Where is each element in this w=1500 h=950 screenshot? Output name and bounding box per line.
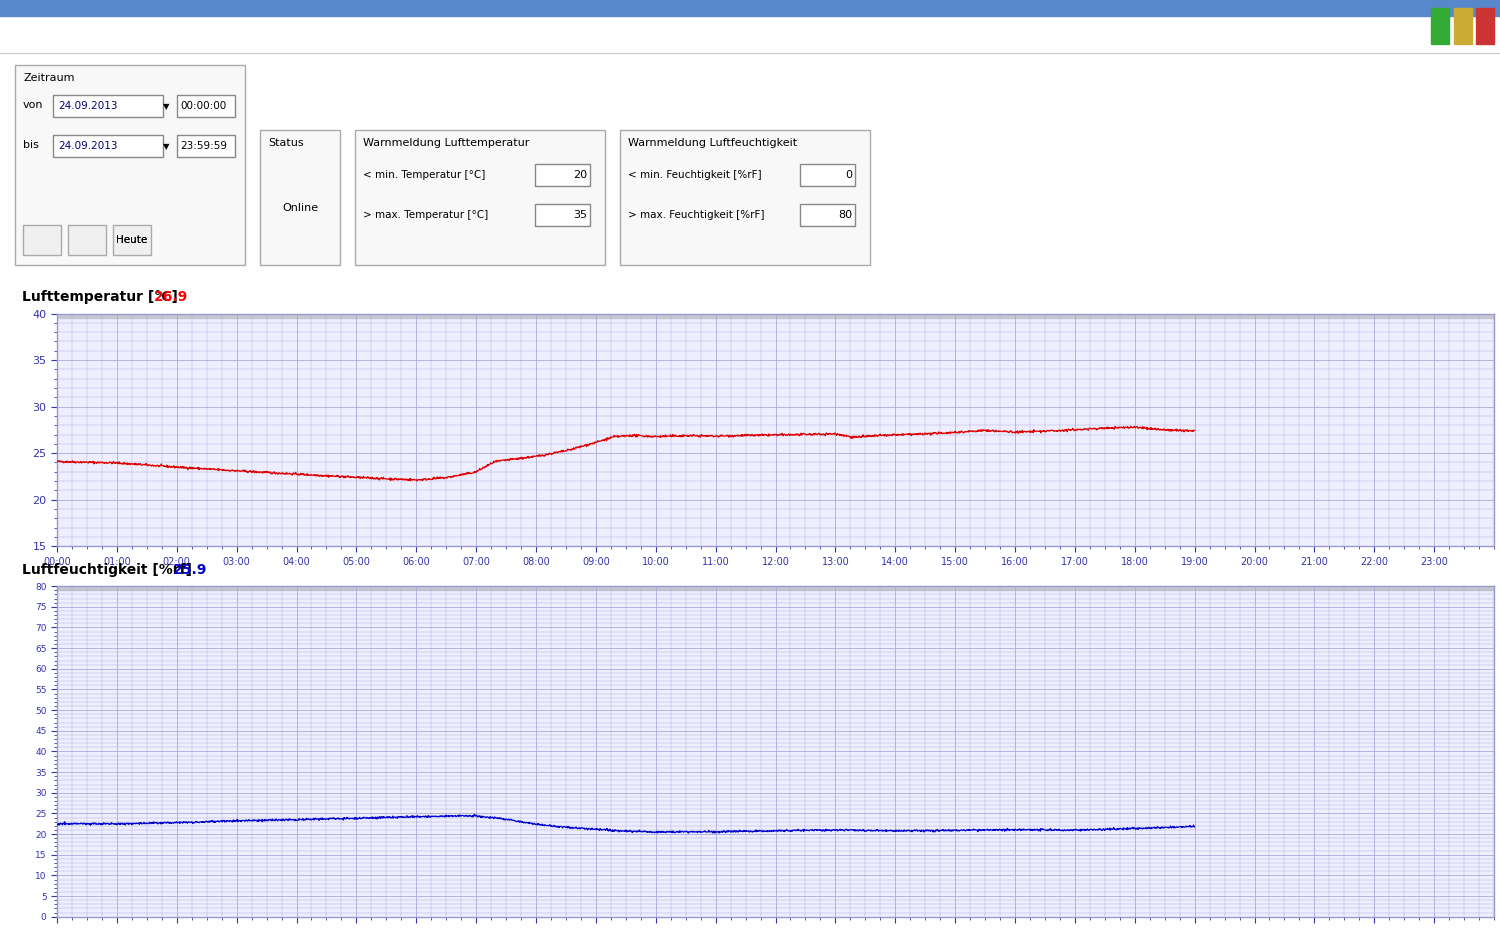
Bar: [800, 164, 855, 186]
Text: ▼: ▼: [164, 142, 170, 151]
Bar: [177, 135, 236, 158]
Bar: [53, 135, 164, 158]
Bar: [536, 164, 590, 186]
Text: Lufttemperatur [°C]: Lufttemperatur [°C]: [22, 290, 178, 304]
Bar: [260, 130, 340, 265]
Bar: [1476, 8, 1494, 45]
Text: Status: Status: [268, 139, 303, 148]
Text: Heute: Heute: [117, 236, 147, 245]
Bar: [1431, 8, 1449, 45]
Text: Warnmeldung Luftfeuchtigkeit: Warnmeldung Luftfeuchtigkeit: [628, 139, 796, 148]
Text: bis: bis: [22, 141, 39, 150]
Text: Online: Online: [282, 203, 318, 214]
Bar: [800, 204, 855, 226]
Bar: [177, 95, 236, 117]
Text: 23:59:59: 23:59:59: [180, 142, 226, 151]
Bar: [356, 130, 604, 265]
Bar: [112, 225, 152, 256]
Text: 25.9: 25.9: [172, 562, 207, 577]
Bar: [22, 225, 62, 256]
Text: 80: 80: [839, 211, 852, 220]
Bar: [68, 225, 106, 256]
Text: 0: 0: [844, 170, 852, 180]
Bar: [15, 66, 244, 265]
Text: ▼: ▼: [164, 102, 170, 111]
Bar: [57, 582, 1494, 590]
Text: Zeitraum: Zeitraum: [22, 73, 75, 84]
Text: von: von: [22, 101, 44, 110]
Text: 24.09.2013: 24.09.2013: [58, 102, 117, 111]
Bar: [620, 130, 870, 265]
Text: > max. Temperatur [°C]: > max. Temperatur [°C]: [363, 211, 489, 220]
Text: 20: 20: [573, 170, 586, 180]
Bar: [57, 309, 1494, 318]
Bar: [1454, 8, 1472, 45]
Text: Warnmeldung Lufttemperatur: Warnmeldung Lufttemperatur: [363, 139, 530, 148]
Bar: [0, 0, 1500, 15]
Text: Klimastatistik: Klimastatistik: [12, 22, 108, 35]
Text: < min. Temperatur [°C]: < min. Temperatur [°C]: [363, 170, 486, 180]
Bar: [536, 204, 590, 226]
Text: Luftfeuchtigkeit [%rf]: Luftfeuchtigkeit [%rf]: [22, 562, 192, 577]
Text: 24.09.2013: 24.09.2013: [58, 142, 117, 151]
Text: 35: 35: [573, 211, 586, 220]
Text: < min. Feuchtigkeit [%rF]: < min. Feuchtigkeit [%rF]: [628, 170, 762, 180]
Text: 00:00:00: 00:00:00: [180, 102, 226, 111]
Text: 26.9: 26.9: [153, 290, 188, 304]
Bar: [53, 95, 164, 117]
Text: > max. Feuchtigkeit [%rF]: > max. Feuchtigkeit [%rF]: [628, 211, 765, 220]
Text: Heute: Heute: [117, 236, 147, 245]
